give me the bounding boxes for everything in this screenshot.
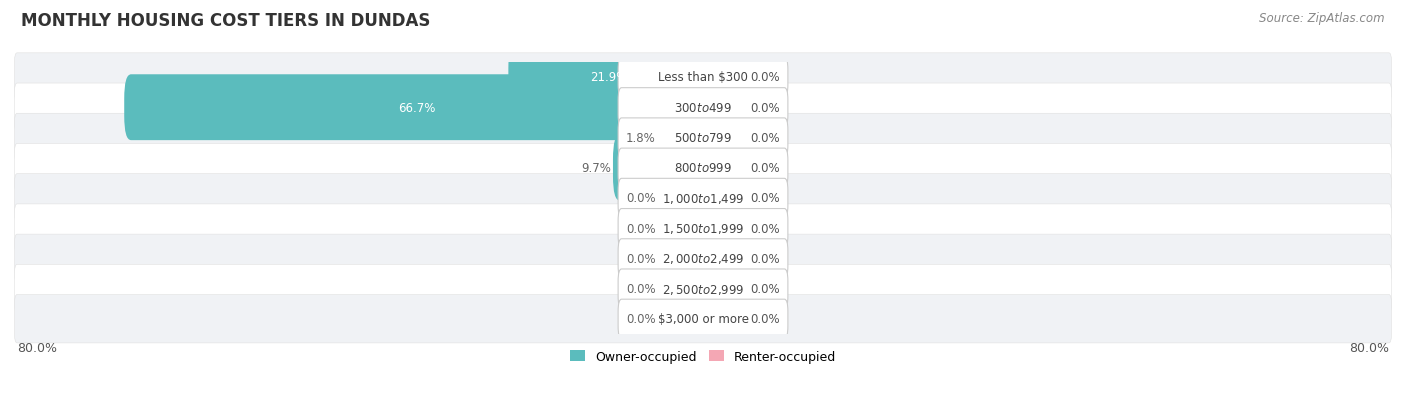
Legend: Owner-occupied, Renter-occupied: Owner-occupied, Renter-occupied	[569, 350, 837, 363]
FancyBboxPatch shape	[14, 84, 1392, 132]
Text: 0.0%: 0.0%	[751, 192, 780, 205]
Text: 1.8%: 1.8%	[626, 132, 655, 145]
Text: 0.0%: 0.0%	[751, 252, 780, 265]
FancyBboxPatch shape	[14, 114, 1392, 162]
FancyBboxPatch shape	[14, 265, 1392, 313]
Text: 66.7%: 66.7%	[398, 102, 436, 114]
Text: 80.0%: 80.0%	[17, 342, 58, 354]
Text: 80.0%: 80.0%	[1348, 342, 1389, 354]
FancyBboxPatch shape	[696, 196, 748, 261]
Text: 0.0%: 0.0%	[626, 222, 655, 235]
Text: $800 to $999: $800 to $999	[673, 162, 733, 175]
FancyBboxPatch shape	[14, 54, 1392, 102]
FancyBboxPatch shape	[658, 226, 710, 292]
Text: 21.9%: 21.9%	[591, 71, 628, 84]
FancyBboxPatch shape	[14, 235, 1392, 283]
FancyBboxPatch shape	[14, 204, 1392, 253]
FancyBboxPatch shape	[619, 179, 787, 218]
FancyBboxPatch shape	[696, 45, 748, 111]
Text: 0.0%: 0.0%	[751, 102, 780, 114]
FancyBboxPatch shape	[619, 88, 787, 128]
Text: 0.0%: 0.0%	[626, 192, 655, 205]
Text: 0.0%: 0.0%	[751, 162, 780, 175]
FancyBboxPatch shape	[14, 295, 1392, 343]
FancyBboxPatch shape	[509, 45, 710, 111]
FancyBboxPatch shape	[658, 196, 710, 261]
FancyBboxPatch shape	[658, 256, 710, 322]
FancyBboxPatch shape	[696, 226, 748, 292]
Text: Less than $300: Less than $300	[658, 71, 748, 84]
FancyBboxPatch shape	[14, 144, 1392, 192]
FancyBboxPatch shape	[696, 286, 748, 352]
FancyBboxPatch shape	[619, 239, 787, 278]
Text: 0.0%: 0.0%	[626, 282, 655, 295]
FancyBboxPatch shape	[696, 135, 748, 201]
Text: MONTHLY HOUSING COST TIERS IN DUNDAS: MONTHLY HOUSING COST TIERS IN DUNDAS	[21, 12, 430, 30]
Text: $2,000 to $2,499: $2,000 to $2,499	[662, 252, 744, 266]
Text: 0.0%: 0.0%	[751, 71, 780, 84]
Text: 0.0%: 0.0%	[751, 313, 780, 325]
Text: $300 to $499: $300 to $499	[673, 102, 733, 114]
Text: 9.7%: 9.7%	[581, 162, 612, 175]
Text: $1,500 to $1,999: $1,500 to $1,999	[662, 221, 744, 235]
FancyBboxPatch shape	[619, 149, 787, 188]
FancyBboxPatch shape	[619, 209, 787, 248]
FancyBboxPatch shape	[619, 58, 787, 97]
FancyBboxPatch shape	[658, 286, 710, 352]
FancyBboxPatch shape	[619, 299, 787, 338]
FancyBboxPatch shape	[124, 75, 710, 141]
Text: $2,500 to $2,999: $2,500 to $2,999	[662, 282, 744, 296]
FancyBboxPatch shape	[619, 269, 787, 308]
FancyBboxPatch shape	[658, 105, 710, 171]
Text: 0.0%: 0.0%	[751, 282, 780, 295]
Text: $1,000 to $1,499: $1,000 to $1,499	[662, 191, 744, 205]
FancyBboxPatch shape	[696, 105, 748, 171]
FancyBboxPatch shape	[14, 174, 1392, 223]
FancyBboxPatch shape	[696, 256, 748, 322]
Text: $3,000 or more: $3,000 or more	[658, 313, 748, 325]
FancyBboxPatch shape	[613, 135, 710, 201]
FancyBboxPatch shape	[619, 119, 787, 158]
Text: 0.0%: 0.0%	[751, 132, 780, 145]
Text: 0.0%: 0.0%	[626, 252, 655, 265]
Text: $500 to $799: $500 to $799	[673, 132, 733, 145]
Text: Source: ZipAtlas.com: Source: ZipAtlas.com	[1260, 12, 1385, 25]
FancyBboxPatch shape	[696, 166, 748, 231]
FancyBboxPatch shape	[658, 166, 710, 231]
Text: 0.0%: 0.0%	[626, 313, 655, 325]
Text: 0.0%: 0.0%	[751, 222, 780, 235]
FancyBboxPatch shape	[696, 75, 748, 141]
